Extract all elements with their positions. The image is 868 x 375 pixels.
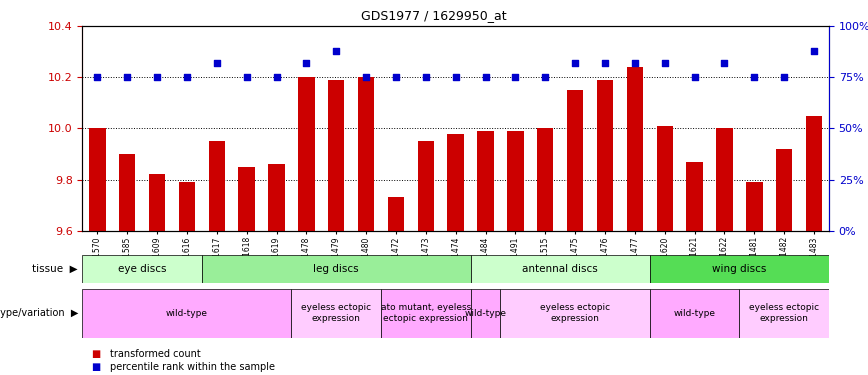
Bar [806, 116, 822, 231]
Text: wild-type: wild-type [674, 309, 715, 318]
Point [449, 74, 463, 80]
Bar [82, 255, 202, 283]
Point [687, 74, 701, 80]
Point [299, 60, 313, 66]
Bar [687, 162, 703, 231]
Bar [381, 289, 470, 338]
Bar [208, 141, 225, 231]
Bar [627, 67, 643, 231]
Point [807, 48, 821, 54]
Text: wing discs: wing discs [712, 264, 766, 274]
Text: GDS1977 / 1629950_at: GDS1977 / 1629950_at [361, 9, 507, 22]
Bar [740, 289, 829, 338]
Text: transformed count: transformed count [110, 350, 201, 359]
Point [718, 60, 732, 66]
Point [569, 60, 582, 66]
Bar [119, 154, 135, 231]
Bar [239, 167, 255, 231]
Text: wild-type: wild-type [464, 309, 507, 318]
Point [359, 74, 373, 80]
Point [90, 74, 104, 80]
Point [240, 74, 253, 80]
Point [538, 74, 552, 80]
Text: percentile rank within the sample: percentile rank within the sample [110, 362, 275, 372]
Bar [89, 128, 106, 231]
Bar [328, 80, 345, 231]
Bar [418, 141, 434, 231]
Point [598, 60, 612, 66]
Point [270, 74, 284, 80]
Text: antennal discs: antennal discs [523, 264, 598, 274]
Bar [358, 77, 374, 231]
Point [628, 60, 641, 66]
Bar [656, 126, 673, 231]
Text: genotype/variation  ▶: genotype/variation ▶ [0, 308, 78, 318]
Text: ato mutant, eyeless
ectopic expression: ato mutant, eyeless ectopic expression [381, 303, 471, 323]
Bar [746, 182, 762, 231]
Bar [650, 255, 829, 283]
Point [509, 74, 523, 80]
Bar [477, 131, 494, 231]
Bar [149, 174, 165, 231]
Text: eyeless ectopic
expression: eyeless ectopic expression [749, 303, 819, 323]
Point [210, 60, 224, 66]
Bar [776, 149, 792, 231]
Bar [716, 128, 733, 231]
Bar [567, 90, 583, 231]
Bar [470, 255, 650, 283]
Text: wild-type: wild-type [166, 309, 208, 318]
Bar [299, 77, 314, 231]
Point [747, 74, 761, 80]
Bar [650, 289, 740, 338]
Bar [268, 164, 285, 231]
Bar [501, 289, 650, 338]
Bar [202, 255, 470, 283]
Bar [448, 134, 464, 231]
Bar [82, 289, 292, 338]
Point [777, 74, 791, 80]
Point [180, 74, 194, 80]
Bar [292, 289, 381, 338]
Bar [179, 182, 195, 231]
Text: leg discs: leg discs [313, 264, 359, 274]
Point [658, 60, 672, 66]
Text: eyeless ectopic
expression: eyeless ectopic expression [540, 303, 610, 323]
Text: eye discs: eye discs [118, 264, 167, 274]
Bar [388, 197, 404, 231]
Bar [597, 80, 613, 231]
Text: eyeless ectopic
expression: eyeless ectopic expression [301, 303, 372, 323]
Point [419, 74, 433, 80]
Text: tissue  ▶: tissue ▶ [32, 264, 78, 274]
Point [121, 74, 135, 80]
Bar [507, 131, 523, 231]
Point [478, 74, 492, 80]
Point [329, 48, 343, 54]
Point [389, 74, 403, 80]
Bar [470, 289, 501, 338]
Text: ■: ■ [91, 362, 101, 372]
Text: ■: ■ [91, 350, 101, 359]
Point [150, 74, 164, 80]
Bar [537, 128, 554, 231]
